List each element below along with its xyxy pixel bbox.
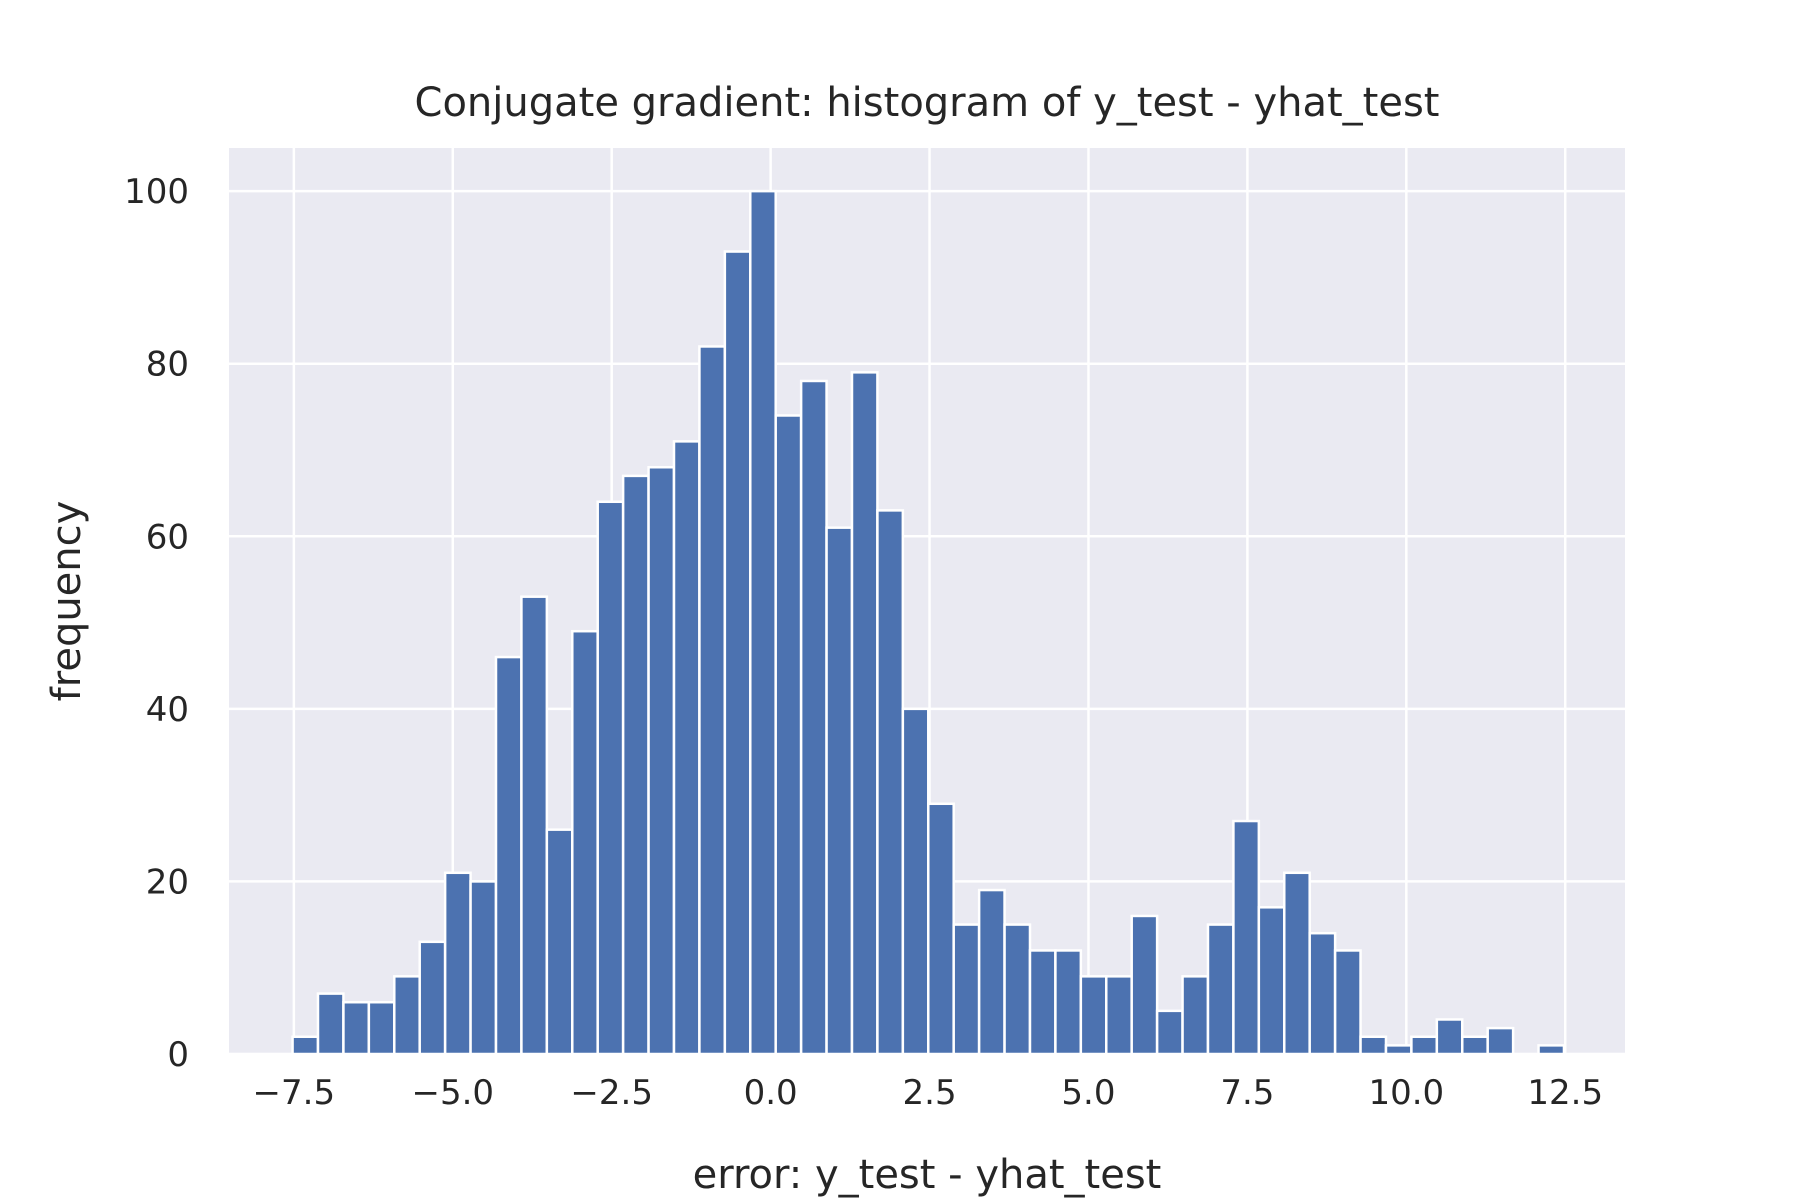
- histogram-bar: [876, 509, 905, 1056]
- histogram-bars: [291, 189, 1566, 1056]
- histogram-bar: [520, 595, 549, 1056]
- histogram-bar: [1028, 949, 1057, 1056]
- histogram-bar: [1003, 923, 1032, 1056]
- histogram-bar: [342, 1000, 371, 1056]
- x-axis-ticks: −7.5 −5.0 −2.5 0.0 2.5 5.0 7.5 10.0 12.5: [253, 1073, 1604, 1113]
- histogram-bar: [825, 526, 854, 1056]
- histogram-bar: [596, 500, 625, 1056]
- chart-title: Conjugate gradient: histogram of y_test …: [415, 80, 1440, 126]
- histogram-bar: [1537, 1044, 1566, 1056]
- histogram-bar: [571, 629, 599, 1056]
- histogram-bar: [1079, 975, 1108, 1056]
- y-tick-label: 100: [124, 172, 189, 212]
- histogram-bar: [1283, 871, 1311, 1056]
- histogram-bar: [647, 466, 676, 1056]
- x-tick-label: 10.0: [1368, 1073, 1444, 1113]
- histogram-bar: [316, 992, 345, 1056]
- histogram-bar: [1155, 1009, 1184, 1056]
- histogram-bar: [1333, 949, 1362, 1056]
- y-axis-label: frequency: [44, 501, 90, 702]
- histogram-bar: [901, 707, 930, 1056]
- histogram-bar: [418, 940, 447, 1056]
- x-tick-label: −5.0: [411, 1073, 494, 1113]
- x-axis-label: error: y_test - yhat_test: [693, 1152, 1162, 1198]
- histogram-bar: [977, 888, 1006, 1056]
- y-tick-label: 20: [146, 862, 189, 902]
- y-tick-label: 0: [167, 1035, 189, 1075]
- histogram-bar: [1359, 1035, 1388, 1056]
- histogram-bar: [799, 379, 828, 1056]
- x-tick-label: −2.5: [570, 1073, 653, 1113]
- x-tick-label: 5.0: [1061, 1073, 1115, 1113]
- histogram-bar: [367, 1000, 396, 1056]
- histogram-bar: [749, 189, 777, 1056]
- y-tick-label: 80: [146, 345, 189, 385]
- histogram-bar: [443, 871, 472, 1056]
- histogram-bar: [1181, 975, 1210, 1056]
- histogram-bar: [1054, 949, 1083, 1056]
- histogram-bar: [1232, 819, 1261, 1056]
- y-tick-label: 60: [146, 517, 189, 557]
- histogram-bar: [1206, 923, 1235, 1056]
- histogram-bar: [927, 802, 955, 1056]
- histogram-bar: [774, 414, 803, 1056]
- histogram-bar: [1257, 906, 1286, 1056]
- y-tick-label: 40: [146, 690, 189, 730]
- histogram-bar: [494, 655, 523, 1056]
- histogram-bar: [1308, 931, 1337, 1056]
- histogram-bar: [1435, 1018, 1464, 1056]
- x-tick-label: 0.0: [744, 1073, 798, 1113]
- x-tick-label: 12.5: [1527, 1073, 1603, 1113]
- histogram-bar: [291, 1035, 320, 1056]
- histogram-bar: [1410, 1035, 1439, 1056]
- histogram-bar: [698, 345, 727, 1056]
- x-tick-label: 7.5: [1220, 1073, 1274, 1113]
- histogram-bar: [723, 250, 752, 1056]
- histogram-bar: [1130, 914, 1159, 1056]
- histogram-bar: [1486, 1026, 1515, 1056]
- histogram-bar: [621, 474, 650, 1056]
- x-tick-label: 2.5: [903, 1073, 957, 1113]
- histogram-bar: [672, 440, 701, 1056]
- histogram-bar: [1105, 975, 1133, 1056]
- histogram-bar: [1384, 1044, 1413, 1056]
- histogram-bar: [469, 880, 498, 1056]
- histogram-bar: [393, 975, 421, 1056]
- x-tick-label: −7.5: [253, 1073, 336, 1113]
- y-axis-ticks: 0 20 40 60 80 100: [124, 172, 189, 1075]
- histogram-bar: [1461, 1035, 1489, 1056]
- histogram-bar: [850, 371, 879, 1056]
- histogram-bar: [545, 828, 574, 1056]
- histogram-bar: [952, 923, 981, 1056]
